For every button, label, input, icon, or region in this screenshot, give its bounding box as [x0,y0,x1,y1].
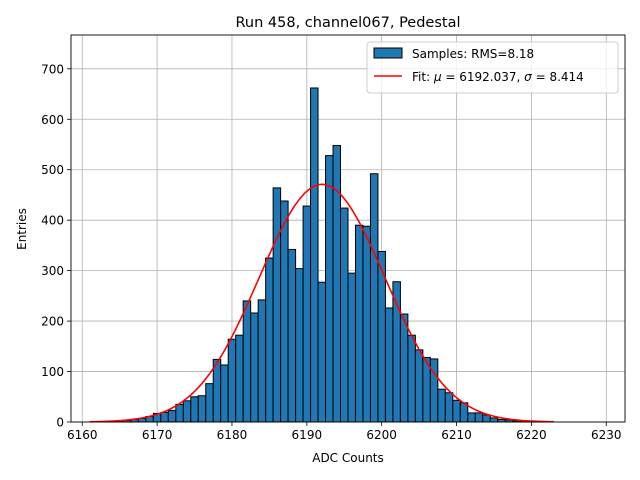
x-tick-label: 6180 [217,428,248,442]
histogram-bar [265,257,274,423]
histogram-bar [257,299,267,423]
fit-curve-layer [89,183,554,423]
histogram-bar [332,144,342,423]
x-tick-label: 6170 [142,428,173,442]
y-axis-label: Entries [15,208,29,250]
legend: Samples: RMS=8.18 Fit: μ = 6192.037, σ =… [366,41,619,94]
y-tick-label: 100 [41,365,64,379]
x-tick-label: 6190 [292,428,323,442]
histogram-bar [167,409,177,423]
histogram-bar [242,300,252,423]
histogram-bar [310,87,319,423]
histogram-bar [384,307,394,423]
histogram-bar [212,358,222,423]
histogram-bar [354,224,364,423]
histogram-bar [280,200,289,423]
histogram-bar [407,334,416,423]
x-tick-label: 6230 [591,428,622,442]
histogram-bar [287,248,297,423]
y-tick-label: 400 [41,214,64,228]
histogram-bar [325,155,334,423]
legend-label-fit: Fit: μ = 6192.037, σ = 8.414 [412,70,584,84]
histogram-bar [220,364,229,423]
histogram-bar [302,205,312,423]
histogram-bar [295,268,304,423]
histogram-bar [362,225,371,423]
histogram-bar [182,400,192,423]
histogram-bar [347,272,356,423]
y-axis-ticks: 0 100 200 300 400 500 600 700 [41,62,71,430]
histogram-bar [467,412,476,423]
legend-box [366,41,619,94]
x-axis-ticks: 6160 6170 6180 6190 6200 6210 6220 6230 [67,422,622,442]
histogram-bar [414,349,424,423]
histogram-bar [489,417,499,423]
histogram-bar [444,392,454,423]
x-tick-label: 6160 [67,428,98,442]
fit-curve-line [89,183,554,423]
legend-fit-mu-value: = 6192.037, [442,70,525,84]
histogram-bar [452,399,461,423]
histogram-bar [175,403,184,423]
legend-fit-mu-symbol: μ [433,70,442,84]
histogram-bar [399,313,409,423]
histogram-bar [235,334,244,423]
histogram-bar [437,388,446,423]
y-tick-label: 0 [56,416,64,430]
histogram-bar [160,411,169,423]
histogram-bar [317,281,327,423]
y-tick-label: 300 [41,264,64,278]
histogram-bar [369,173,379,423]
histogram-bar [482,414,491,423]
y-tick-label: 700 [41,62,64,76]
legend-fit-prefix: Fit: [412,70,434,84]
legend-label-samples: Samples: RMS=8.18 [412,47,534,61]
histogram-bar [250,312,259,423]
histogram-bar [340,207,349,423]
chart-title: Run 458, channel067, Pedestal [235,15,460,31]
histogram-bar [205,383,214,423]
y-tick-label: 500 [41,163,64,177]
x-tick-label: 6200 [366,428,397,442]
x-tick-label: 6210 [441,428,472,442]
y-tick-label: 600 [41,113,64,127]
histogram-bars [92,87,551,423]
y-tick-label: 200 [41,315,64,329]
histogram-bar [272,187,282,423]
plot-frame [70,34,626,423]
legend-fit-sigma-symbol: σ [524,70,532,84]
histogram-bar [197,395,207,423]
histogram-bar [190,396,199,423]
legend-swatch-samples [373,47,403,59]
legend-fit-sigma-value: = 8.414 [532,70,584,84]
histogram-bar [474,412,484,423]
histogram-bar [227,338,237,423]
x-axis-label: ADC Counts [312,451,384,465]
x-tick-label: 6220 [516,428,547,442]
